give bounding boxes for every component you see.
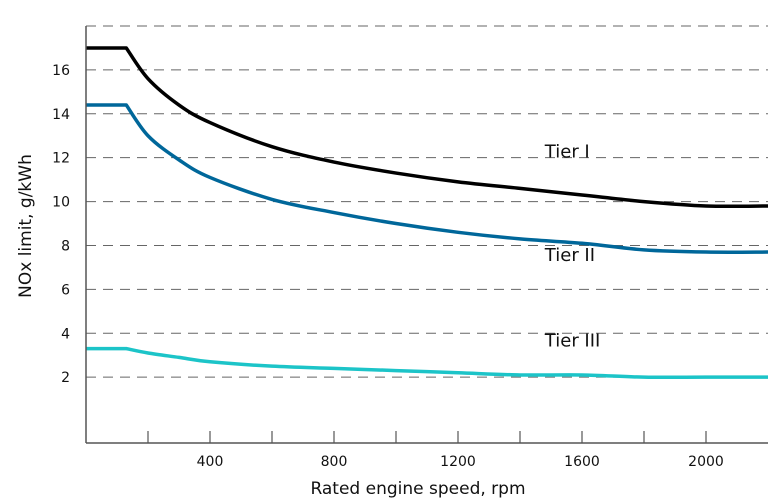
x-tick-label: 1200 <box>440 454 476 470</box>
y-ticks: 2 4 6 8 10 12 14 16 <box>52 63 70 386</box>
series-lines <box>86 46 769 380</box>
series-label: Tier III <box>544 330 601 351</box>
x-tick-label: 1600 <box>564 454 600 470</box>
x-tick-label: 800 <box>321 454 348 470</box>
x-tick-label: 2000 <box>688 454 724 470</box>
y-tick-label: 4 <box>61 326 70 342</box>
x-tick-label: 400 <box>197 454 224 470</box>
y-tick-label: 12 <box>52 151 70 167</box>
series-line-tier-i <box>86 46 769 209</box>
series-line-tier-ii <box>86 103 769 254</box>
y-tick-label: 8 <box>61 238 70 254</box>
gridlines <box>86 25 768 378</box>
series-label: Tier I <box>544 142 590 163</box>
y-axis-label: NOx limit, g/kWh <box>16 154 36 298</box>
series-label: Tier II <box>544 245 595 266</box>
y-tick-label: 14 <box>52 107 70 123</box>
x-axis-label: Rated engine speed, rpm <box>310 479 525 499</box>
y-tick-label: 16 <box>52 63 70 79</box>
x-ticks: 400 800 1200 1600 2000 <box>147 431 724 470</box>
y-tick-label: 10 <box>52 195 70 211</box>
y-tick-label: 6 <box>61 282 70 298</box>
series-labels: Tier I Tier II Tier III <box>544 142 601 352</box>
y-tick-label: 2 <box>61 370 70 386</box>
series-line-tier-iii <box>86 346 768 380</box>
